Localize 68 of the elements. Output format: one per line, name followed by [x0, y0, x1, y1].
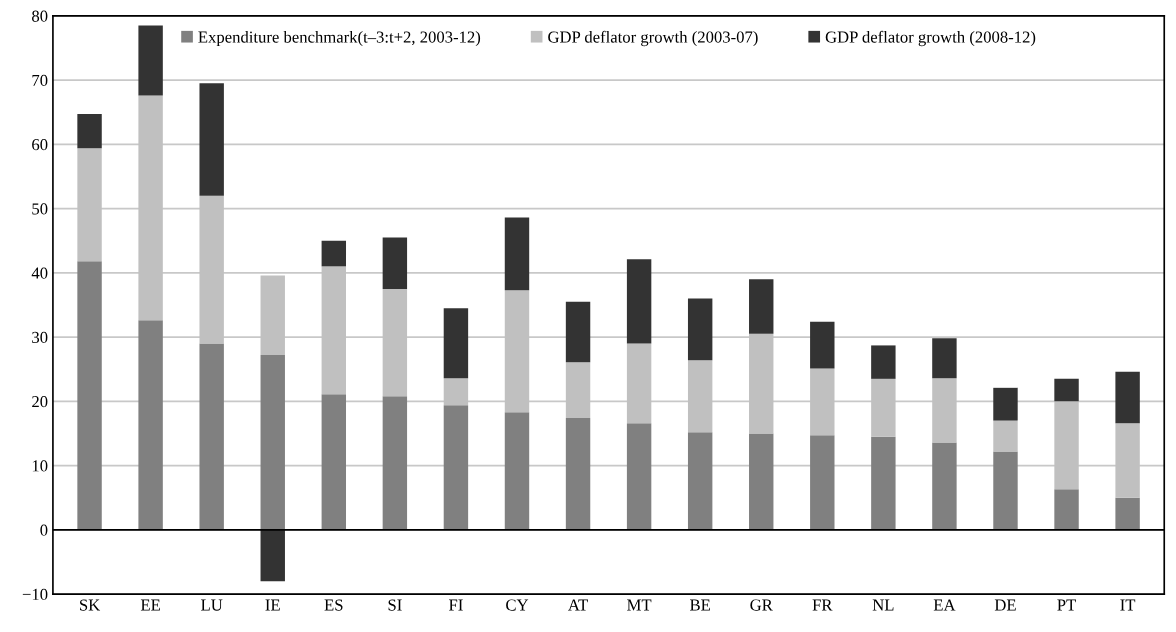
x-tick-label: FI	[449, 599, 463, 611]
legend-label: Expenditure benchmark(t–3:t+2, 2003-12)	[198, 30, 481, 47]
x-tick-label: EA	[933, 599, 956, 611]
bar	[260, 529, 285, 582]
y-tick-label: 70	[32, 74, 48, 86]
bar	[382, 237, 408, 289]
bar	[993, 451, 1018, 530]
y-tick-label: 40	[31, 267, 48, 279]
y-tick-label: 50	[32, 203, 48, 215]
y-tick-label: 10	[32, 460, 48, 472]
y-tick-label: 20	[32, 396, 48, 408]
bar	[749, 433, 774, 530]
bar	[687, 298, 713, 361]
bar	[626, 259, 652, 344]
bar	[565, 301, 591, 363]
bar	[749, 279, 774, 334]
bar	[199, 343, 224, 530]
bar	[993, 420, 1018, 452]
x-tick-label: IT	[1120, 599, 1136, 611]
bar	[138, 320, 163, 530]
bar	[77, 261, 102, 530]
x-tick-label: SK	[80, 599, 101, 611]
bar	[1054, 378, 1079, 402]
y-tick-label: 0	[40, 524, 48, 536]
y-tick-label: −10	[22, 588, 48, 601]
legend-label: GDP deflator growth (2008-12)	[825, 30, 1036, 47]
bar	[443, 405, 469, 530]
bar	[810, 321, 835, 369]
x-tick-label: ES	[324, 599, 343, 611]
bar	[1054, 489, 1079, 530]
bar	[687, 432, 713, 530]
bar	[1115, 497, 1140, 530]
bar	[932, 442, 957, 530]
bar	[199, 83, 224, 196]
bar	[321, 240, 347, 267]
x-tick-label: GR	[750, 599, 773, 611]
bar	[382, 396, 408, 530]
bar	[77, 114, 102, 149]
x-tick-label: MT	[627, 599, 652, 611]
bar	[321, 394, 347, 530]
bar	[871, 345, 896, 379]
y-tick-label: 30	[32, 331, 48, 344]
x-tick-label: LU	[201, 599, 223, 611]
bar	[810, 435, 835, 530]
x-tick-label: BE	[690, 599, 710, 611]
bar	[565, 418, 591, 530]
bar	[443, 308, 469, 379]
bar	[626, 423, 652, 530]
bar	[932, 338, 957, 379]
x-tick-label: SI	[388, 599, 402, 611]
y-tick-label: 80	[32, 10, 48, 22]
x-tick-label: CY	[506, 599, 529, 611]
bar	[504, 412, 530, 530]
bar	[871, 436, 896, 530]
bar	[138, 25, 163, 96]
bar	[504, 217, 530, 291]
legend-label: GDP deflator growth (2003-07)	[548, 30, 758, 47]
x-tick-label: AT	[568, 599, 588, 611]
y-tick-label: 60	[32, 139, 48, 151]
x-tick-label: NL	[872, 599, 894, 611]
bar	[1115, 371, 1140, 424]
bar	[260, 355, 285, 530]
bar	[993, 387, 1018, 421]
x-tick-label: DE	[994, 599, 1016, 611]
x-tick-label: EE	[140, 599, 160, 611]
x-tick-label: FR	[812, 599, 833, 611]
x-tick-label: PT	[1057, 599, 1076, 611]
x-tick-label: IE	[265, 599, 280, 611]
